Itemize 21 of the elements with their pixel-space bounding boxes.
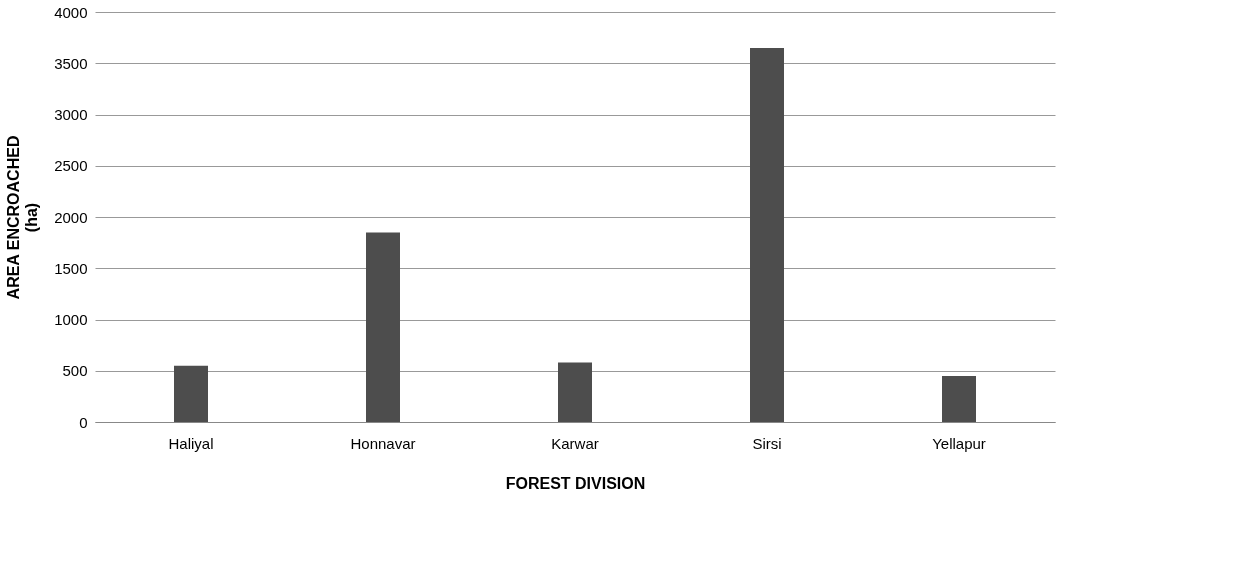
x-tick-label: Sirsi: [752, 434, 782, 452]
bar: [366, 232, 400, 422]
y-tick-label: 4000: [54, 3, 88, 21]
x-tick-label: Honnavar: [350, 434, 416, 452]
bar: [942, 375, 976, 422]
y-tick-label: 2500: [54, 157, 88, 175]
y-axis-title: AREA ENCROACHED (ha): [5, 135, 41, 300]
y-tick-label: 0: [79, 413, 88, 431]
y-tick-label: 500: [62, 362, 88, 380]
y-tick-label: 1000: [54, 311, 88, 328]
x-tick-label: Yellapur: [932, 434, 986, 452]
y-tick-label: 2000: [54, 208, 88, 226]
bar: [750, 47, 784, 422]
y-tick-label: 3500: [54, 54, 88, 72]
x-tick-label: Karwar: [551, 434, 599, 452]
x-axis-title: FOREST DIVISION: [505, 474, 646, 492]
y-tick-label: 1500: [54, 259, 88, 277]
x-tick-label: Haliyal: [168, 434, 214, 452]
bar: [174, 365, 208, 422]
y-tick-label: 3000: [54, 106, 88, 123]
bar: [558, 362, 592, 422]
